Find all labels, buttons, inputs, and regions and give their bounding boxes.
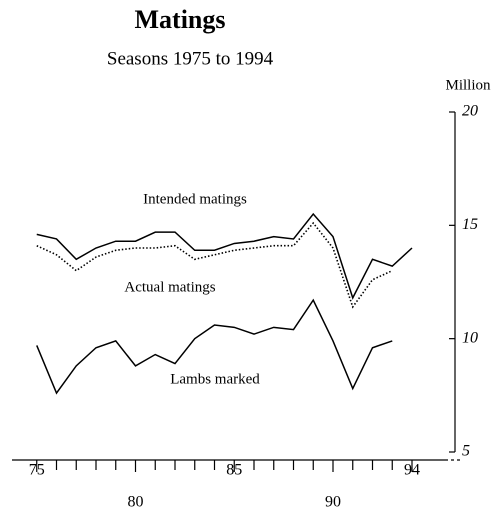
y-tick-label: 20 [462, 103, 478, 120]
chart-subtitle: Seasons 1975 to 1994 [107, 48, 274, 69]
y-tick-label: 10 [462, 329, 478, 346]
series-line [36, 221, 393, 309]
x-tick-label: 85 [226, 462, 242, 479]
series-label: Actual matings [124, 279, 215, 295]
x-tick-label: 80 [128, 494, 144, 511]
y-axis-label: Million [445, 77, 491, 93]
y-tick-label: 5 [462, 443, 470, 460]
series-line [36, 212, 413, 300]
chart-title: Matings [135, 5, 226, 34]
x-tick-label: 90 [325, 494, 341, 511]
series-label: Intended matings [143, 191, 247, 207]
x-tick-label: 75 [29, 462, 45, 479]
series-line [36, 298, 393, 395]
series-label: Lambs marked [170, 371, 260, 387]
y-tick-label: 15 [462, 216, 478, 233]
x-tick-label: 94 [404, 462, 420, 479]
